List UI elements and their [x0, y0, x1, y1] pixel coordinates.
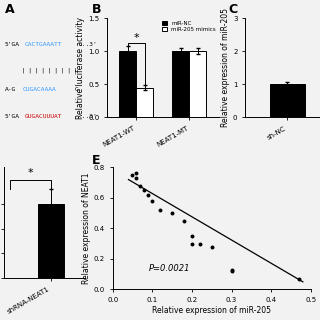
Point — [209, 244, 214, 249]
Text: A-G: A-G — [4, 87, 16, 92]
Text: 5'GA: 5'GA — [4, 42, 20, 47]
Point — [130, 172, 135, 178]
Bar — [119, 51, 136, 117]
Bar — [189, 51, 206, 117]
Y-axis label: Relative luciferase activity: Relative luciferase activity — [76, 17, 85, 119]
Y-axis label: Relative expression of NEAT1: Relative expression of NEAT1 — [82, 173, 91, 284]
Bar — [270, 84, 305, 117]
Text: 5'GA: 5'GA — [4, 114, 20, 119]
Text: P=0.0021: P=0.0021 — [148, 264, 190, 273]
Text: B: B — [92, 3, 102, 16]
Legend: miR-NC, miR-205 mimics: miR-NC, miR-205 mimics — [162, 21, 216, 32]
Point — [181, 218, 187, 223]
Point — [229, 268, 234, 274]
Point — [134, 171, 139, 176]
Text: *: * — [133, 33, 139, 43]
Point — [142, 188, 147, 193]
Text: CACTGAAATT: CACTGAAATT — [25, 42, 63, 47]
Text: C: C — [229, 3, 238, 16]
Point — [134, 175, 139, 180]
Point — [170, 211, 175, 216]
Text: A: A — [4, 3, 14, 16]
Text: GUGACUUUAT: GUGACUUUAT — [25, 114, 63, 119]
Point — [150, 198, 155, 204]
X-axis label: Relative expression of miR-205: Relative expression of miR-205 — [152, 306, 271, 315]
Point — [138, 183, 143, 188]
Text: CUGACAAAA: CUGACAAAA — [22, 87, 56, 92]
Point — [146, 192, 151, 197]
Text: *: * — [28, 168, 33, 178]
Point — [189, 241, 195, 246]
Bar — [38, 204, 63, 277]
Point — [158, 208, 163, 213]
Y-axis label: Relative expression of miR-205: Relative expression of miR-205 — [221, 8, 230, 127]
Bar — [172, 51, 189, 117]
Text: ...3': ...3' — [79, 114, 98, 119]
Text: ...3': ...3' — [79, 42, 98, 47]
Text: E: E — [92, 154, 100, 167]
Point — [296, 276, 301, 281]
Text: | | | | | | | | |: | | | | | | | | | — [22, 68, 78, 73]
Point — [229, 267, 234, 272]
Point — [189, 234, 195, 239]
Text: G: G — [74, 87, 78, 92]
Bar — [136, 88, 153, 117]
Point — [197, 241, 202, 246]
